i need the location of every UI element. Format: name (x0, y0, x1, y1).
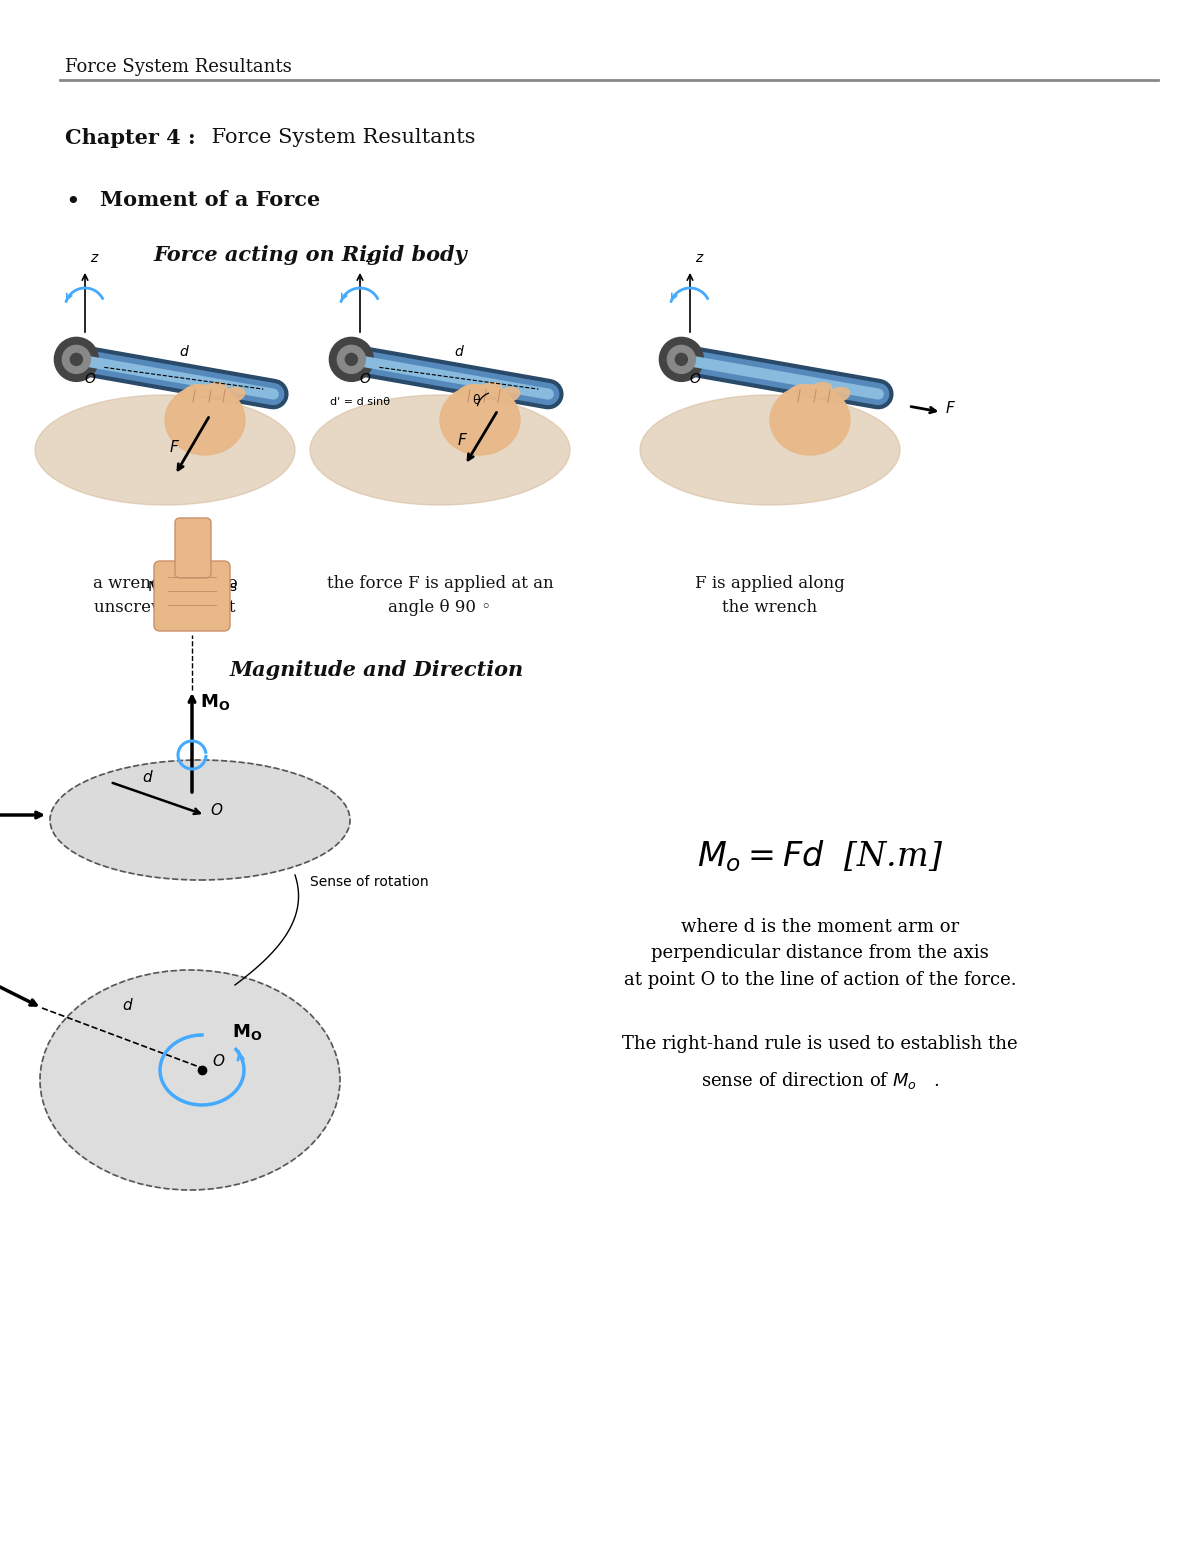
Circle shape (62, 345, 90, 373)
Text: sense of direction of $M_o$   .: sense of direction of $M_o$ . (701, 1070, 940, 1092)
Circle shape (346, 354, 358, 365)
Text: Sense of rotation: Sense of rotation (310, 874, 428, 888)
Text: z: z (90, 252, 97, 266)
Circle shape (71, 354, 83, 365)
Ellipse shape (479, 382, 502, 398)
Ellipse shape (221, 388, 245, 402)
Text: d: d (455, 345, 463, 359)
Text: z: z (365, 252, 372, 266)
Text: d: d (142, 770, 151, 784)
Text: Moment of a Force: Moment of a Force (100, 189, 320, 210)
Ellipse shape (35, 394, 295, 505)
Text: $M_o = Fd$  [N.m]: $M_o = Fd$ [N.m] (697, 839, 943, 874)
Text: F: F (170, 439, 179, 455)
Text: O: O (212, 1054, 224, 1068)
Text: •: • (65, 189, 79, 214)
Text: F: F (946, 401, 954, 416)
Ellipse shape (50, 759, 350, 881)
Ellipse shape (40, 971, 340, 1190)
Ellipse shape (497, 388, 520, 402)
Text: F: F (458, 433, 467, 447)
Circle shape (659, 337, 703, 382)
Text: O: O (84, 373, 95, 387)
Text: d: d (180, 345, 188, 359)
Text: where d is the moment arm or
perpendicular distance from the axis
at point O to : where d is the moment arm or perpendicul… (624, 918, 1016, 989)
FancyBboxPatch shape (154, 561, 230, 631)
Ellipse shape (310, 394, 570, 505)
Ellipse shape (166, 385, 245, 455)
Ellipse shape (458, 385, 481, 399)
Text: a wrench used to
unscrew the bolt: a wrench used to unscrew the bolt (92, 575, 238, 615)
Text: θ: θ (472, 394, 480, 407)
Ellipse shape (788, 385, 811, 399)
Ellipse shape (203, 382, 227, 398)
Ellipse shape (440, 385, 520, 455)
Text: The right-hand rule is used to establish the: The right-hand rule is used to establish… (622, 1034, 1018, 1053)
Ellipse shape (770, 385, 850, 455)
Text: Force System Resultants: Force System Resultants (205, 127, 475, 148)
Text: z: z (695, 252, 702, 266)
Text: O: O (689, 373, 701, 387)
Circle shape (667, 345, 695, 373)
Circle shape (337, 345, 365, 373)
Circle shape (676, 354, 688, 365)
Ellipse shape (640, 394, 900, 505)
Text: $\mathbf{M_O}$: $\mathbf{M_O}$ (232, 1022, 263, 1042)
Text: d: d (122, 999, 132, 1013)
Text: Force System Resultants: Force System Resultants (65, 57, 292, 76)
Text: Moment axis: Moment axis (148, 579, 236, 593)
Text: Magnitude and Direction: Magnitude and Direction (230, 660, 524, 680)
Ellipse shape (184, 385, 206, 399)
Text: O: O (210, 803, 222, 818)
Text: F is applied along
the wrench: F is applied along the wrench (695, 575, 845, 615)
Text: Force acting on Rigid body: Force acting on Rigid body (154, 245, 467, 266)
Text: $\mathbf{M_O}$: $\mathbf{M_O}$ (200, 693, 230, 711)
Ellipse shape (827, 388, 850, 402)
Text: O: O (359, 373, 371, 387)
Text: d' = d sinθ: d' = d sinθ (330, 398, 390, 407)
Ellipse shape (809, 382, 832, 398)
Circle shape (329, 337, 373, 382)
Text: the force F is applied at an
angle θ 90 ◦: the force F is applied at an angle θ 90 … (326, 575, 553, 615)
Circle shape (54, 337, 98, 382)
FancyBboxPatch shape (175, 519, 211, 578)
Text: Chapter 4 :: Chapter 4 : (65, 127, 196, 148)
